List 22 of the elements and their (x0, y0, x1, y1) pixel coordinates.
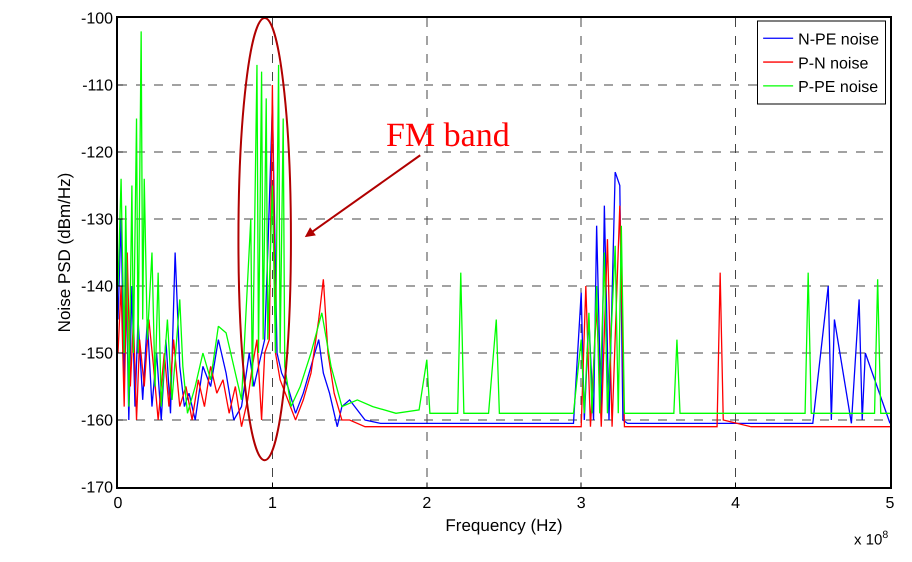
y-tick-label: -160 (81, 412, 114, 430)
y-axis-title: Noise PSD (dBm/Hz) (55, 172, 74, 332)
x-tick-label: 2 (422, 494, 432, 512)
legend-label: P-PE noise (798, 79, 878, 96)
y-tick-label: -110 (82, 78, 114, 95)
x-tick-label: 4 (731, 494, 740, 512)
line-series (118, 30, 890, 414)
y-tick-label: -170 (81, 480, 114, 497)
y-tick-label: -150 (81, 346, 114, 363)
x-tick-label: 3 (576, 494, 586, 512)
x-tick-label: 0 (114, 494, 123, 512)
x-tick-label: 5 (886, 494, 895, 512)
y-tick-label: -130 (81, 212, 114, 229)
legend-label: N-PE noise (798, 31, 880, 48)
x-tick-label: 1 (268, 494, 277, 512)
y-tick-label: -140 (81, 278, 114, 296)
y-tick-label: -120 (81, 144, 114, 162)
text: x 10$^{8}$ (854, 529, 888, 548)
x-axis-title: Frequency (Hz) (445, 516, 563, 535)
y-tick-label: -100 (81, 10, 114, 28)
annotation: FM band (386, 117, 510, 154)
legend-label: P-N noise (798, 55, 868, 72)
